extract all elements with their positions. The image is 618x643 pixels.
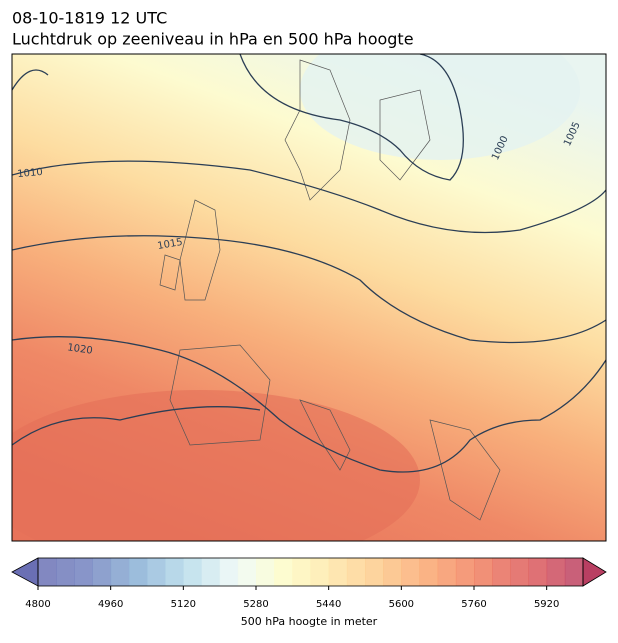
colorbar-segment <box>292 558 311 586</box>
colorbar-frame <box>37 557 584 587</box>
colorbar-label: 500 hPa hoogte in meter <box>241 615 378 628</box>
colorbar-segment <box>237 558 257 586</box>
colorbar-segment <box>383 558 402 586</box>
colorbar-segment <box>365 558 384 586</box>
colorbar-tick-label: 5120 <box>171 599 196 610</box>
colorbar-segment <box>546 558 566 586</box>
colorbar-segment <box>92 558 112 586</box>
colorbar-segment <box>310 558 330 586</box>
colorbar-segment <box>455 558 475 586</box>
colorbar-segment <box>128 558 148 586</box>
colorbar-segment <box>328 558 348 586</box>
colorbar-tick-label: 5600 <box>389 599 414 610</box>
colorbar-segment <box>564 558 584 586</box>
colorbar-segment <box>492 558 511 586</box>
colorbar-tick-label: 5760 <box>461 599 486 610</box>
colorbar-segment <box>510 558 529 586</box>
colorbar-segment <box>401 558 420 586</box>
colorbar-segment <box>528 558 548 586</box>
colorbar-segment <box>437 558 457 586</box>
colorbar-segment <box>474 558 493 586</box>
isobar-label: 1020 <box>67 342 94 356</box>
colorbar-tick-label: 5440 <box>316 599 341 610</box>
colorbar-tick-label: 5280 <box>243 599 268 610</box>
colorbar-segment <box>274 558 293 586</box>
colorbar-segment <box>110 558 130 586</box>
map-frame <box>11 53 607 542</box>
colorbar-segment <box>183 558 202 586</box>
colorbar-extend-low <box>11 557 39 587</box>
colorbar-tick-label: 5920 <box>534 599 559 610</box>
map <box>12 54 606 541</box>
colorbar-segment <box>74 558 93 586</box>
isobar-label: 1015 <box>157 237 184 252</box>
colorbar-segment <box>419 558 439 586</box>
title: 08-10-1819 12 UTC <box>12 9 167 28</box>
colorbar-segment <box>165 558 184 586</box>
colorbar-segment <box>38 558 57 586</box>
colorbar-segment <box>56 558 75 586</box>
colorbar-segment <box>147 558 166 586</box>
colorbar-tick-label: 4960 <box>98 599 123 610</box>
colorbar-segment <box>201 558 221 586</box>
colorbar-segment <box>219 558 239 586</box>
colorbar-tick-label: 4800 <box>25 599 50 610</box>
colorbar-segment <box>346 558 366 586</box>
isobar-label: 1010 <box>17 167 43 180</box>
subtitle: Luchtdruk op zeeniveau in hPa en 500 hPa… <box>12 30 414 49</box>
colorbar-extend-high <box>582 557 607 587</box>
colorbar-segment <box>256 558 275 586</box>
